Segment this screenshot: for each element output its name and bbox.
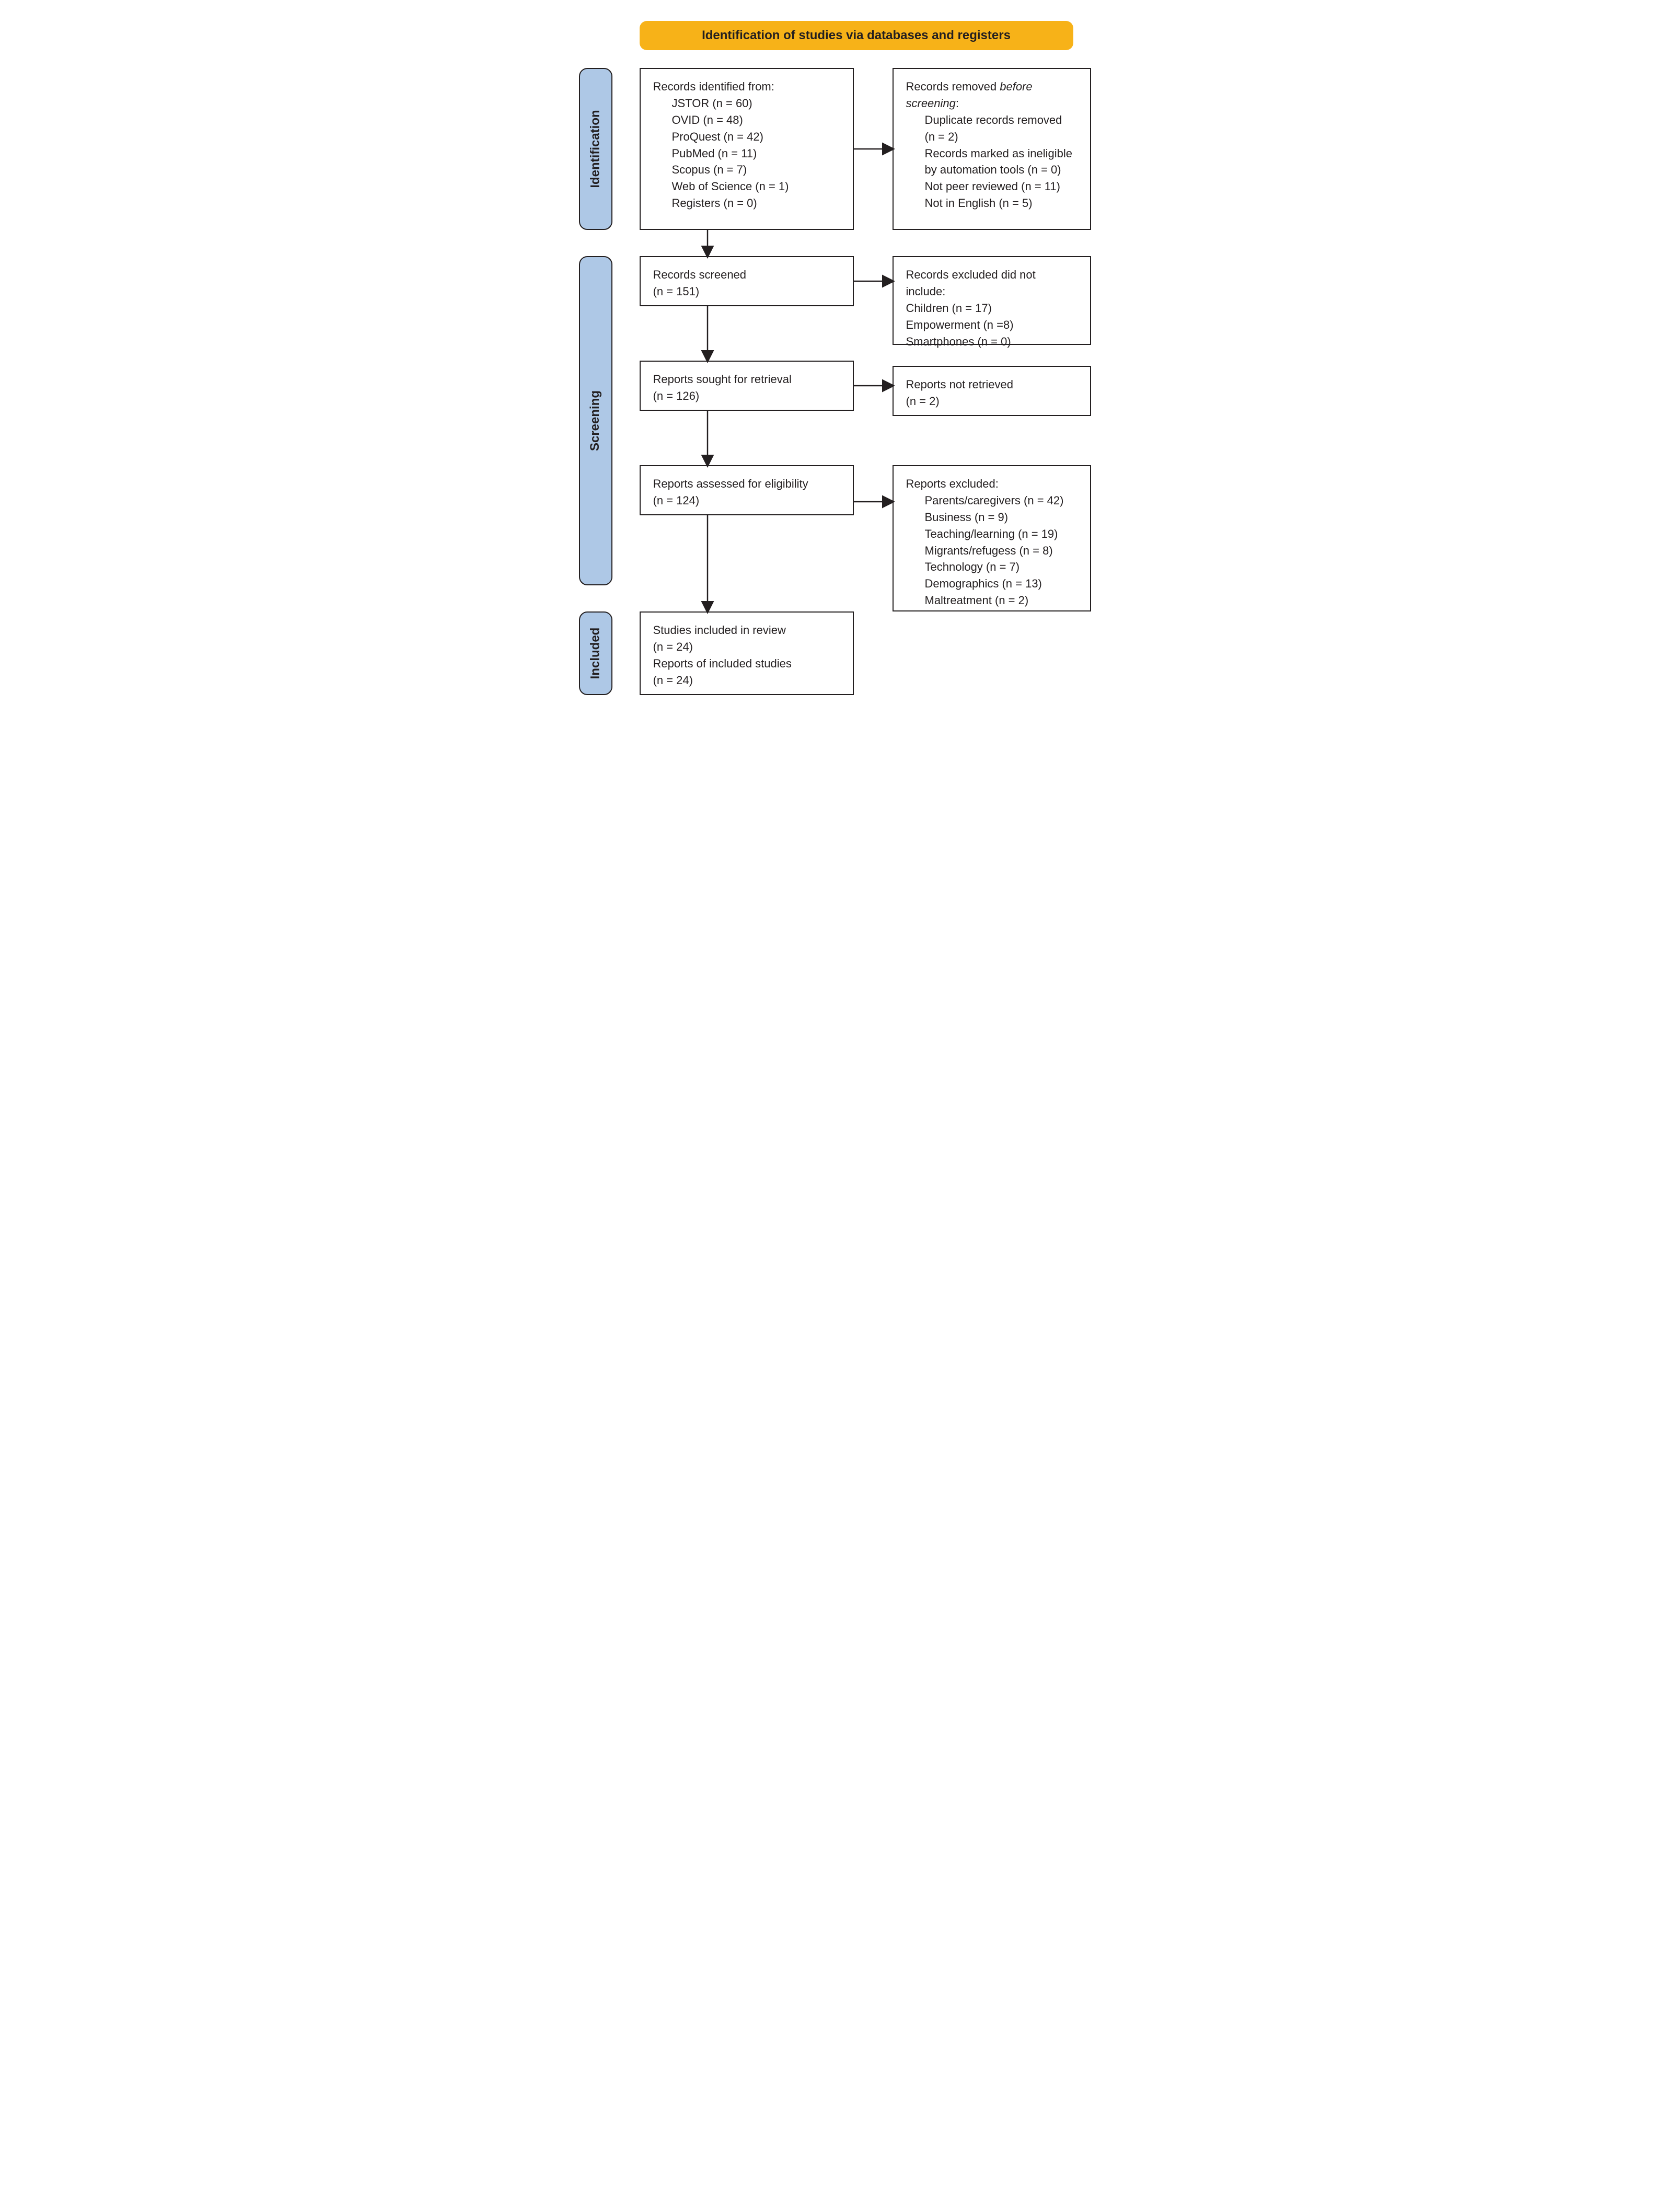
box-item: Demographics (n = 13) bbox=[925, 575, 1080, 592]
box-line: (n = 2) bbox=[925, 129, 1080, 145]
box-item: ProQuest (n = 42) bbox=[672, 129, 842, 145]
box-item: Migrants/refugess (n = 8) bbox=[925, 542, 1080, 559]
box-records-screened: Records screened(n = 151) bbox=[640, 256, 854, 306]
box-records-identified: Records identified from:JSTOR (n = 60)OV… bbox=[640, 68, 854, 230]
box-line: Reports of included studies bbox=[653, 655, 842, 672]
box-line: (n = 126) bbox=[653, 388, 842, 405]
box-item: PubMed (n = 11) bbox=[672, 145, 842, 162]
box-line: (n = 24) bbox=[653, 639, 842, 655]
box-line: (n = 2) bbox=[906, 393, 1080, 410]
box-line: include: bbox=[906, 283, 1080, 300]
box-item: JSTOR (n = 60) bbox=[672, 95, 842, 112]
box-title: Reports excluded: bbox=[906, 476, 1080, 492]
stage-included: Included bbox=[579, 611, 612, 695]
stage-label-text: Screening bbox=[588, 390, 603, 451]
box-item: Registers (n = 0) bbox=[672, 195, 842, 212]
box-line: Records marked as ineligible bbox=[925, 145, 1080, 162]
header-bar: Identification of studies via databases … bbox=[640, 21, 1073, 50]
box-line: screening: bbox=[906, 95, 1080, 112]
stage-identification: Identification bbox=[579, 68, 612, 230]
header-text: Identification of studies via databases … bbox=[702, 28, 1011, 43]
box-line: Children (n = 17) bbox=[906, 300, 1080, 317]
box-line: Reports sought for retrieval bbox=[653, 371, 842, 388]
box-item: Technology (n = 7) bbox=[925, 559, 1080, 575]
box-line: Smartphones (n = 0) bbox=[906, 333, 1080, 350]
box-item: Business (n = 9) bbox=[925, 509, 1080, 526]
box-included: Studies included in review(n = 24)Report… bbox=[640, 611, 854, 695]
box-line: (n = 24) bbox=[653, 672, 842, 689]
stage-label-text: Included bbox=[588, 628, 603, 679]
stage-label-text: Identification bbox=[588, 110, 603, 188]
box-item: Maltreatment (n = 2) bbox=[925, 592, 1080, 609]
box-line: (n = 124) bbox=[653, 492, 842, 509]
box-records-removed: Records removed beforescreening:Duplicat… bbox=[893, 68, 1091, 230]
box-line: Empowerment (n =8) bbox=[906, 317, 1080, 333]
box-line: Reports assessed for eligibility bbox=[653, 476, 842, 492]
box-item: Parents/caregivers (n = 42) bbox=[925, 492, 1080, 509]
box-assessed-eligibility: Reports assessed for eligibility(n = 124… bbox=[640, 465, 854, 515]
box-line: (n = 151) bbox=[653, 283, 842, 300]
box-item: Scopus (n = 7) bbox=[672, 161, 842, 178]
box-excluded-screening: Records excluded did notinclude:Children… bbox=[893, 256, 1091, 345]
box-reports-retrieval: Reports sought for retrieval(n = 126) bbox=[640, 361, 854, 411]
box-title: Records identified from: bbox=[653, 78, 842, 95]
box-not-retrieved: Reports not retrieved(n = 2) bbox=[893, 366, 1091, 416]
box-line: Records removed before bbox=[906, 78, 1080, 95]
box-item: OVID (n = 48) bbox=[672, 112, 842, 129]
box-line: Studies included in review bbox=[653, 622, 842, 639]
box-line: Not in English (n = 5) bbox=[925, 195, 1080, 212]
box-line: Not peer reviewed (n = 11) bbox=[925, 178, 1080, 195]
box-item: Teaching/learning (n = 19) bbox=[925, 526, 1080, 542]
box-excluded-eligibility: Reports excluded:Parents/caregivers (n =… bbox=[893, 465, 1091, 611]
box-line: Records screened bbox=[653, 267, 842, 283]
stage-screening: Screening bbox=[579, 256, 612, 585]
box-line: Records excluded did not bbox=[906, 267, 1080, 283]
box-line: Duplicate records removed bbox=[925, 112, 1080, 129]
box-line: by automation tools (n = 0) bbox=[925, 161, 1080, 178]
box-item: Web of Science (n = 1) bbox=[672, 178, 842, 195]
box-line: Reports not retrieved bbox=[906, 376, 1080, 393]
